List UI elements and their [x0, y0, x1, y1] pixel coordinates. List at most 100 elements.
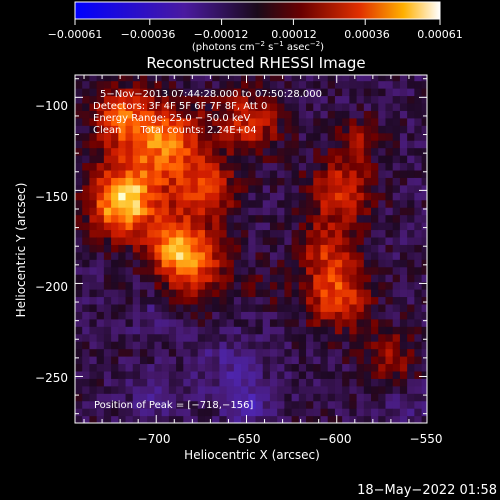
heatmap-cell: [183, 214, 192, 223]
annotation-peak: Position of Peak = [−718,−156]: [94, 400, 253, 411]
heatmap-cell: [111, 147, 119, 156]
heatmap-cell: [118, 184, 127, 193]
heatmap-cell: [342, 102, 350, 111]
heatmap-cell: [212, 259, 221, 268]
heatmap-cell: [212, 192, 221, 201]
colorbar-tick-label-2: −0.00012: [194, 28, 249, 41]
heatmap-cell: [371, 378, 379, 387]
heatmap-cell: [255, 192, 264, 201]
heatmap-cell: [392, 169, 401, 178]
heatmap-cell: [89, 326, 98, 335]
heatmap-cell: [103, 259, 112, 268]
heatmap-cell: [139, 162, 148, 171]
heatmap-cell: [89, 259, 98, 268]
heatmap-cell: [407, 169, 415, 178]
heatmap-cell: [262, 110, 271, 119]
heatmap-cell: [342, 184, 350, 193]
heatmap-cell: [421, 385, 427, 394]
heatmap-cell: [89, 274, 98, 283]
heatmap-cell: [161, 147, 170, 156]
heatmap-cell: [96, 222, 105, 231]
heatmap-cell: [183, 169, 192, 178]
heatmap-cell: [407, 333, 415, 342]
heatmap-cell: [183, 296, 192, 305]
heatmap-cell: [132, 147, 141, 156]
heatmap-cell: [421, 229, 427, 238]
heatmap-cell: [306, 229, 314, 238]
heatmap-cell: [125, 370, 134, 379]
heatmap-cell: [219, 266, 228, 275]
heatmap-cell: [349, 125, 358, 134]
heatmap-cell: [421, 177, 427, 186]
heatmap-cell: [327, 155, 336, 164]
heatmap-cell: [421, 169, 427, 178]
heatmap-cell: [291, 363, 300, 372]
heatmap-cell: [212, 333, 221, 342]
heatmap-cell: [89, 303, 98, 312]
heatmap-cell: [414, 80, 423, 89]
heatmap-cell: [226, 303, 235, 312]
heatmap-cell: [139, 341, 148, 350]
heatmap-cell: [125, 155, 134, 164]
heatmap-cell: [82, 363, 91, 372]
heatmap-cell: [82, 117, 91, 126]
heatmap-cell: [204, 363, 213, 372]
heatmap-cell: [414, 95, 423, 104]
heatmap-cell: [176, 132, 184, 141]
heatmap-cell: [399, 222, 408, 231]
heatmap-cell: [103, 162, 112, 171]
heatmap-cell: [342, 95, 350, 104]
heatmap-cell: [371, 266, 379, 275]
heatmap-cell: [269, 289, 278, 298]
heatmap-cell: [414, 222, 423, 231]
heatmap-cell: [306, 192, 314, 201]
heatmap-cell: [385, 207, 394, 216]
heatmap-cell: [75, 155, 83, 164]
heatmap-cell: [371, 296, 379, 305]
heatmap-cell: [356, 229, 365, 238]
heatmap-cell: [197, 102, 206, 111]
heatmap-cell: [241, 184, 249, 193]
heatmap-cell: [212, 207, 221, 216]
heatmap-cell: [204, 229, 213, 238]
heatmap-cell: [226, 207, 235, 216]
heatmap-cell: [414, 229, 423, 238]
heatmap-cell: [378, 415, 387, 423]
heatmap-cell: [111, 162, 119, 171]
heatmap-cell: [75, 356, 83, 365]
heatmap-cell: [342, 214, 350, 223]
heatmap-cell: [378, 311, 387, 320]
heatmap-cell: [277, 80, 285, 89]
heatmap-cell: [313, 88, 322, 97]
heatmap-cell: [298, 356, 307, 365]
colorbar-tick-label-5: 0.00061: [417, 28, 463, 41]
heatmap-cell: [248, 184, 257, 193]
heatmap-cell: [248, 356, 257, 365]
heatmap-cell: [233, 140, 242, 149]
heatmap-cell: [132, 303, 141, 312]
heatmap-cell: [212, 110, 221, 119]
heatmap-cell: [320, 244, 329, 253]
heatmap-cell: [342, 363, 350, 372]
heatmap-cell: [342, 400, 350, 409]
heatmap-cell: [349, 251, 358, 260]
heatmap-cell: [161, 192, 170, 201]
heatmap-cell: [197, 236, 206, 245]
heatmap-cell: [291, 385, 300, 394]
heatmap-cell: [399, 296, 408, 305]
heatmap-cell: [147, 326, 156, 335]
heatmap-cell: [262, 356, 271, 365]
heatmap-cell: [414, 102, 423, 111]
heatmap-cell: [277, 378, 285, 387]
heatmap-cell: [226, 162, 235, 171]
heatmap-cell: [204, 378, 213, 387]
heatmap-cell: [176, 318, 184, 327]
heatmap-cell: [356, 214, 365, 223]
heatmap-cell: [161, 274, 170, 283]
heatmap-cell: [284, 341, 293, 350]
heatmap-cell: [226, 281, 235, 290]
heatmap-cell: [298, 415, 307, 423]
heatmap-cell: [183, 385, 192, 394]
heatmap-cell: [334, 117, 343, 126]
heatmap-cell: [334, 281, 343, 290]
